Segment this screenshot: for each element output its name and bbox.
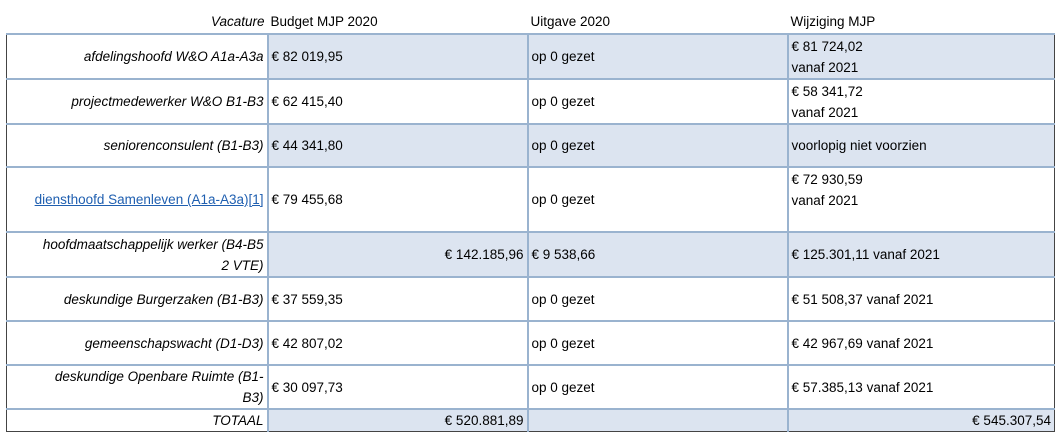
wijziging-cell: € 81 724,02 vanaf 2021 (786, 33, 1055, 80)
diensthoofd-link[interactable]: diensthoofd Samenleven (A1a-A3a)[1] (34, 192, 264, 207)
wijziging-cell: € 42 967,69 vanaf 2021 (786, 320, 1055, 366)
budget-cell: € 82 019,95 (266, 33, 529, 80)
wijziging-amount: € 81 724,02 (791, 39, 863, 54)
vacancy-name: afdelingshoofd W&O A1a-A3a (6, 33, 269, 80)
vacancy-name: deskundige Burgerzaken (B1-B3) (6, 276, 269, 322)
uitgave-cell: € 9 538,66 (526, 231, 789, 278)
total-budget: € 520.881,89 (266, 408, 529, 432)
header-wijziging: Wijziging MJP (787, 10, 1055, 35)
uitgave-cell: op 0 gezet (526, 320, 789, 366)
total-label: TOTAAL (6, 408, 269, 432)
vacancy-name-line: deskundige Openbare Ruimte (B1- (54, 369, 264, 384)
wijziging-cell: € 125.301,11 vanaf 2021 (786, 231, 1055, 278)
vacancy-name-line: 2 VTE) (221, 257, 264, 273)
wijziging-note: vanaf 2021 (791, 105, 859, 120)
budget-cell: € 42 807,02 (266, 320, 529, 366)
vacancy-name-link[interactable]: diensthoofd Samenleven (A1a-A3a)[1] (6, 166, 269, 233)
wijziging-note: vanaf 2021 (791, 60, 859, 75)
header-budget: Budget MJP 2020 (267, 10, 528, 35)
header-row: Vacature Budget MJP 2020 Uitgave 2020 Wi… (6, 10, 1055, 35)
wijziging-amount: € 58 341,72 (791, 84, 863, 99)
wijziging-note: vanaf 2021 (791, 193, 859, 208)
total-row: TOTAAL € 520.881,89 € 545.307,54 (6, 408, 1055, 432)
header-uitgave: Uitgave 2020 (527, 10, 788, 35)
vacancy-name-line: B3) (242, 390, 264, 405)
wijziging-amount: € 72 930,59 (791, 172, 863, 187)
total-uitgave (526, 408, 789, 432)
vacancy-name: seniorenconsulent (B1-B3) (6, 123, 269, 168)
table-row: deskundige Burgerzaken (B1-B3) € 37 559,… (6, 276, 1055, 322)
vacancy-table-container: Vacature Budget MJP 2020 Uitgave 2020 Wi… (6, 10, 1055, 432)
table-row: projectmedewerker W&O B1-B3 € 62 415,40 … (6, 78, 1055, 125)
budget-cell: € 44 341,80 (266, 123, 529, 168)
uitgave-cell: op 0 gezet (526, 166, 789, 233)
wijziging-cell: € 58 341,72 vanaf 2021 (786, 78, 1055, 125)
table-row: gemeenschapswacht (D1-D3) € 42 807,02 op… (6, 320, 1055, 366)
wijziging-cell: € 72 930,59 vanaf 2021 (786, 166, 1055, 233)
header-vacature: Vacature (6, 10, 268, 35)
vacancy-name: deskundige Openbare Ruimte (B1- B3) (6, 364, 269, 410)
wijziging-cell: € 57.385,13 vanaf 2021 (786, 364, 1055, 410)
total-wijziging: € 545.307,54 (786, 408, 1055, 432)
table-row: deskundige Openbare Ruimte (B1- B3) € 30… (6, 364, 1055, 410)
table-row: afdelingshoofd W&O A1a-A3a € 82 019,95 o… (6, 33, 1055, 80)
budget-cell: € 37 559,35 (266, 276, 529, 322)
vacancy-name-line: hoofdmaatschappelijk werker (B4-B5 (42, 236, 264, 252)
table-row: seniorenconsulent (B1-B3) € 44 341,80 op… (6, 123, 1055, 168)
wijziging-cell: € 51 508,37 vanaf 2021 (786, 276, 1055, 322)
table-row: hoofdmaatschappelijk werker (B4-B5 2 VTE… (6, 231, 1055, 278)
uitgave-cell: op 0 gezet (526, 364, 789, 410)
vacancy-name: projectmedewerker W&O B1-B3 (6, 78, 269, 125)
uitgave-cell: op 0 gezet (526, 123, 789, 168)
budget-cell: € 30 097,73 (266, 364, 529, 410)
vacancy-budget-table: Vacature Budget MJP 2020 Uitgave 2020 Wi… (6, 10, 1055, 432)
budget-cell: € 142.185,96 (266, 231, 529, 278)
budget-cell: € 62 415,40 (266, 78, 529, 125)
table-row: diensthoofd Samenleven (A1a-A3a)[1] € 79… (6, 166, 1055, 233)
vacancy-name: hoofdmaatschappelijk werker (B4-B5 2 VTE… (6, 231, 269, 278)
uitgave-cell: op 0 gezet (526, 78, 789, 125)
budget-cell: € 79 455,68 (266, 166, 529, 233)
uitgave-cell: op 0 gezet (526, 276, 789, 322)
wijziging-cell: voorlopig niet voorzien (786, 123, 1055, 168)
vacancy-name: gemeenschapswacht (D1-D3) (6, 320, 269, 366)
uitgave-cell: op 0 gezet (526, 33, 789, 80)
